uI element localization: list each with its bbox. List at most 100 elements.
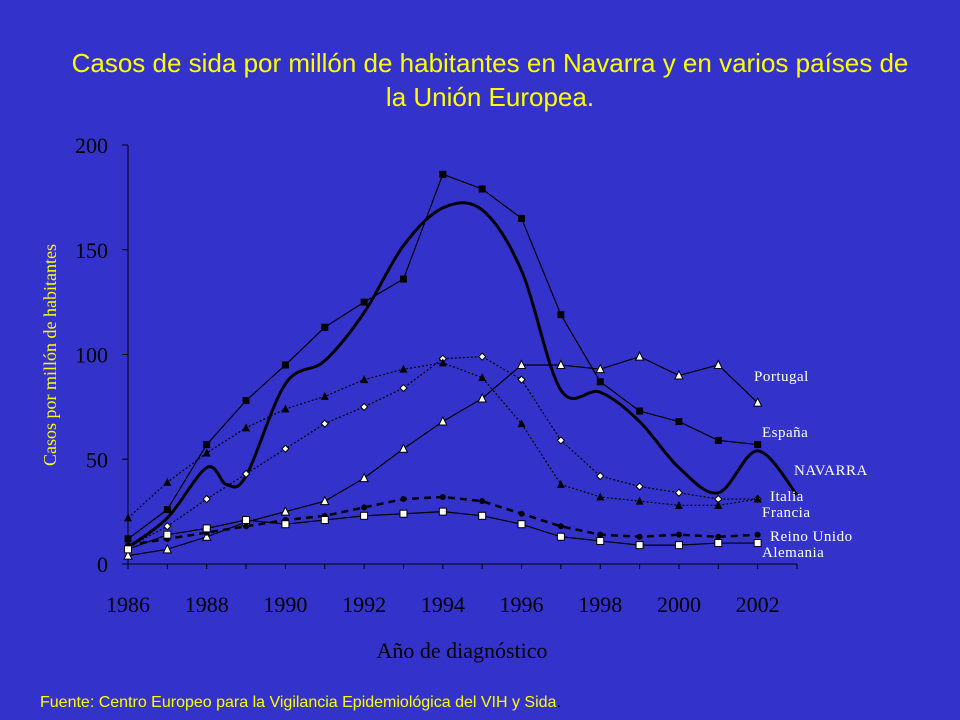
data-point [516,359,527,369]
data-point [202,494,211,504]
data-point [596,536,605,545]
data-point [361,504,368,511]
data-point [634,350,645,361]
data-point [752,397,763,407]
data-point [518,214,526,222]
data-point [360,298,368,306]
data-point [518,510,525,517]
series-label: NAVARRA [794,463,868,479]
data-point [675,418,683,426]
x-tick-label: 1986 [106,592,150,617]
data-point [360,511,369,520]
data-point [557,311,565,319]
data-point [674,541,683,550]
data-point [241,469,251,479]
data-point [439,170,447,178]
data-point [321,323,329,331]
x-tick-label: 1992 [342,592,386,617]
data-point [636,533,643,540]
data-point [595,363,606,374]
data-point [438,415,448,426]
data-point [124,545,132,554]
data-point [556,479,565,488]
data-point [556,359,566,369]
data-point [359,472,369,483]
data-point [674,488,684,497]
data-point [478,511,487,520]
data-point [242,423,251,432]
data-point [163,506,171,514]
series-label: Reino Unido [770,529,853,545]
x-tick-label: 1998 [578,592,622,617]
data-point [478,185,486,193]
series-portugal [123,350,763,560]
data-point [243,523,250,530]
data-point [281,361,289,369]
data-point [124,513,132,522]
series-label: Francia [762,505,810,521]
data-point [556,532,565,541]
data-point [203,441,211,449]
data-point [202,448,211,457]
data-point [517,419,526,428]
data-point [320,516,329,525]
data-point [477,352,487,361]
data-point [674,369,684,380]
x-tick-label: 1988 [185,592,229,617]
data-point [596,378,604,386]
x-tick-label: 2002 [736,592,780,617]
data-point [439,493,446,500]
data-point [359,402,369,412]
data-point [517,520,526,529]
data-point [557,523,564,530]
axes: 0 50 100 150 200 1986 1988 1990 1992 1994 1996 1998… [75,133,798,617]
x-tick-label: 1996 [500,592,544,617]
data-point [675,531,682,538]
data-point [319,495,330,506]
data-point [715,533,722,540]
series-reino-unido [125,493,761,549]
series-españa [124,170,762,543]
series-label: Portugal [754,369,809,385]
data-point [202,524,211,533]
data-point [360,375,369,384]
data-point [596,492,605,501]
data-point [399,364,408,373]
data-point [124,535,132,543]
y-axis-label: Casos por millón de habitantes [40,244,60,466]
data-point [399,383,408,393]
data-point [713,359,724,369]
y-tick-label: 50 [86,447,108,472]
series-alemania [124,507,762,554]
data-point [635,541,644,550]
data-point [438,507,447,516]
series-navarra [127,201,799,549]
source-end: . [556,694,561,711]
data-point [163,530,172,539]
data-point [753,539,762,548]
data-point [163,477,172,486]
x-tick-label: 2000 [657,592,701,617]
data-point [400,496,407,503]
series-label: Italia [770,489,804,505]
data-point [597,531,604,538]
data-point [163,522,172,531]
y-tick-label: 200 [75,133,108,158]
data-point [280,506,291,516]
data-point [517,375,526,384]
data-point [123,550,133,560]
data-point [714,500,723,509]
y-tick-label: 150 [75,238,108,263]
data-point [556,436,566,445]
data-point [242,397,250,405]
series-label: Alemania [762,545,824,561]
data-point [714,436,722,444]
source-text: Fuente: Centro Europeo para la Vigilanci… [40,694,557,711]
data-point [596,471,605,481]
data-point [714,539,723,548]
data-point [399,275,407,283]
data-point [162,543,173,554]
data-point [201,531,212,541]
x-tick-label: 1994 [421,592,465,617]
data-point [479,498,486,505]
